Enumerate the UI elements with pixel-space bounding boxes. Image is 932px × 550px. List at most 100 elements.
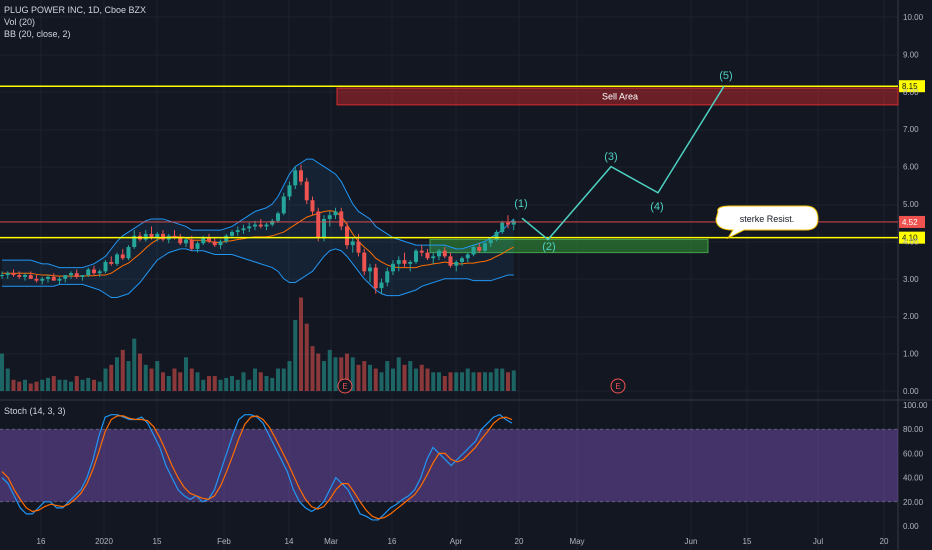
volume-bar xyxy=(212,376,217,391)
price-tick: 0.00 xyxy=(903,387,919,396)
candle-body xyxy=(149,233,154,238)
resist-callout-label: sterke Resist. xyxy=(740,214,795,224)
volume-bar xyxy=(454,372,459,391)
volume-bar xyxy=(350,357,355,391)
volume-bar xyxy=(414,368,418,391)
volume-bar xyxy=(235,379,240,391)
candle-body xyxy=(356,241,361,253)
volume-bar xyxy=(161,372,165,391)
volume-bar xyxy=(408,361,413,391)
bb-upper-line xyxy=(2,158,515,269)
candle-body xyxy=(448,256,453,266)
volume-bar xyxy=(310,346,315,391)
price-tick: 7.00 xyxy=(903,125,919,134)
candle-body xyxy=(500,222,505,233)
candle-body xyxy=(97,271,102,274)
candle-body xyxy=(86,269,91,276)
volume-bar xyxy=(345,353,349,391)
volume-bar xyxy=(51,376,56,391)
candle-body xyxy=(23,275,27,277)
vol-indicator-label[interactable]: Vol (20) xyxy=(4,17,36,27)
candle-body xyxy=(488,239,493,244)
candle-body xyxy=(218,241,223,246)
time-tick: Mar xyxy=(324,537,338,546)
candle-body xyxy=(172,235,177,238)
symbol-title[interactable]: PLUG POWER INC, 1D, Cboe BZX xyxy=(4,5,147,15)
volume-bar xyxy=(442,376,447,391)
candle-body xyxy=(368,267,372,272)
volume-bar xyxy=(166,376,171,391)
candle-body xyxy=(264,224,269,227)
volume-bar xyxy=(477,372,482,391)
candle-body xyxy=(74,273,79,277)
candle-body xyxy=(391,263,395,272)
candle-body xyxy=(299,170,303,182)
price-tick: 6.00 xyxy=(903,163,919,172)
volume-bar xyxy=(396,357,401,391)
candle-body xyxy=(17,275,22,277)
volume-bar xyxy=(172,368,177,391)
horizontal-lines: 8.15 4.10 4.52 xyxy=(0,80,925,244)
volume-bars xyxy=(0,297,516,391)
stoch-indicator-label[interactable]: Stoch (14, 3, 3) xyxy=(4,406,66,416)
candle-body xyxy=(281,196,286,214)
support-zone xyxy=(429,239,709,254)
volume-bar xyxy=(506,372,510,391)
volume-bar xyxy=(333,357,338,391)
stoch-tick: 0.00 xyxy=(903,522,919,531)
candle-body xyxy=(483,243,487,251)
volume-bar xyxy=(299,297,303,391)
candle-body xyxy=(477,247,482,251)
legend-stoch: Stoch (14, 3, 3) xyxy=(4,405,66,417)
volume-bar xyxy=(0,353,4,391)
candle-body xyxy=(379,282,384,289)
volume-bar xyxy=(155,361,160,391)
stoch-tick: 80.00 xyxy=(903,425,924,434)
candle-body xyxy=(92,269,96,274)
candle-body xyxy=(161,233,165,240)
resist-callout-shape xyxy=(715,205,819,240)
volume-bar xyxy=(80,379,85,391)
volume-bar xyxy=(218,379,223,391)
stoch-d-line xyxy=(1,415,513,520)
price-tick: 5.00 xyxy=(903,200,919,209)
wave-label-5: (5) xyxy=(719,70,732,82)
sell-area-label: Sell Area xyxy=(602,91,638,101)
volume-bar xyxy=(230,376,234,391)
candle-body xyxy=(431,256,436,259)
time-tick: 15 xyxy=(743,537,752,546)
candle-body xyxy=(212,241,217,246)
candle-body xyxy=(189,239,194,249)
volume-bar xyxy=(11,379,16,391)
candle-body xyxy=(103,261,108,272)
volume-bar xyxy=(287,361,292,391)
candle-body xyxy=(63,275,68,279)
volume-bar xyxy=(184,357,188,391)
time-tick: 16 xyxy=(37,537,46,546)
volume-bar xyxy=(494,368,499,391)
axes: E E 10.00 9.00 8.00 7.00 6.00 5.00 4.00 3.00 2.00 1… xyxy=(37,13,928,546)
volume-bar xyxy=(253,368,257,391)
volume-bar xyxy=(224,377,229,391)
volume-bar xyxy=(5,368,10,391)
time-tick: Jul xyxy=(813,537,823,546)
volume-bar xyxy=(92,379,96,391)
wave-label-4: (4) xyxy=(650,201,663,213)
zones: Sell Area xyxy=(336,87,899,254)
volume-bar xyxy=(57,379,62,391)
volume-bar xyxy=(34,381,39,391)
time-tick: 2020 xyxy=(95,537,113,546)
bb-indicator-label[interactable]: BB (20, close, 2) xyxy=(4,29,71,39)
price-tick: 1.00 xyxy=(903,350,919,359)
candle-body xyxy=(287,185,292,197)
candle-body xyxy=(350,241,355,246)
volume-bar xyxy=(40,379,45,391)
candle-body xyxy=(310,200,315,212)
candle-body xyxy=(115,254,119,264)
sell-area-zone xyxy=(336,87,899,106)
candle-body xyxy=(362,252,367,272)
time-tick: Feb xyxy=(217,537,231,546)
earnings-label: E xyxy=(615,382,620,391)
price-tick: 8.00 xyxy=(903,88,919,97)
candle-body xyxy=(0,275,4,277)
